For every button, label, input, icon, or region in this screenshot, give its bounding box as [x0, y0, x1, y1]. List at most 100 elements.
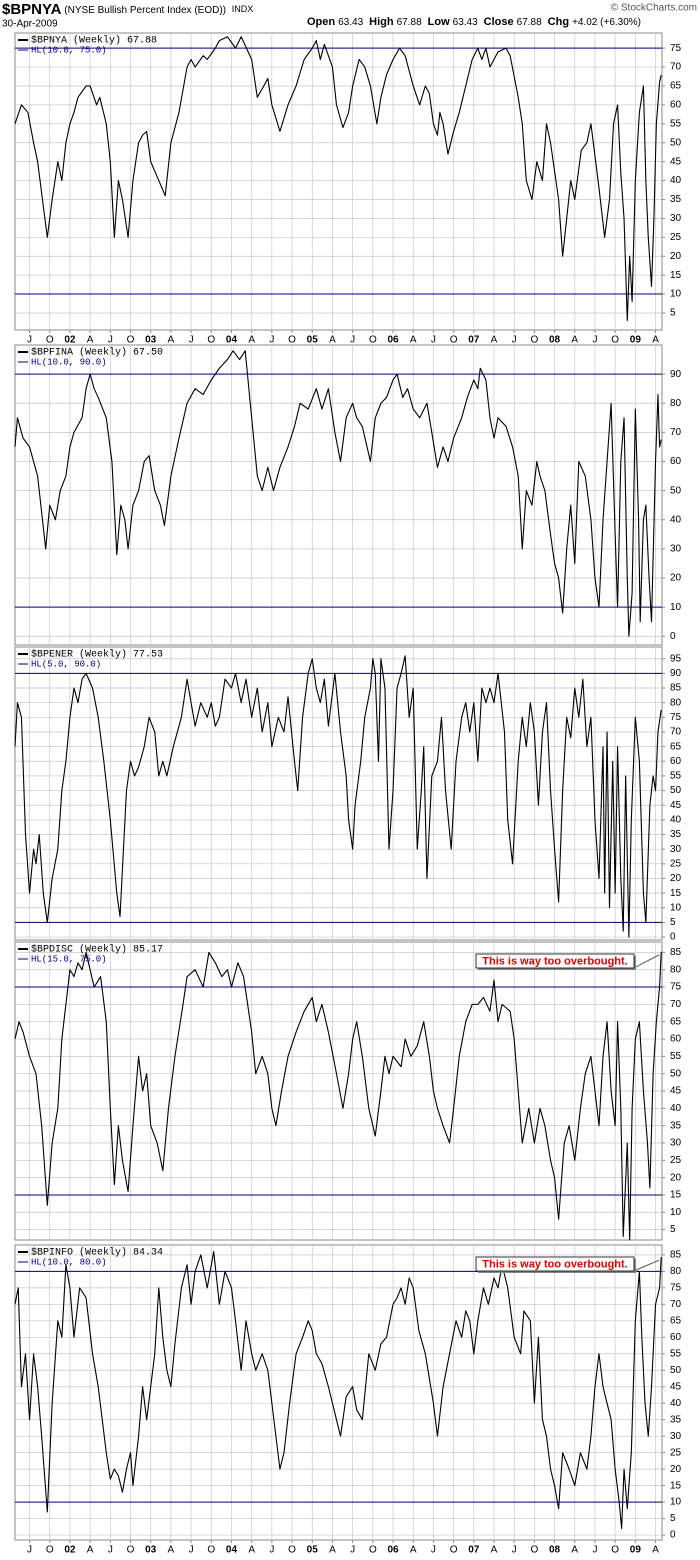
x-tick-label: A	[168, 335, 175, 346]
description: (NYSE Bullish Percent Index (EOD))	[64, 5, 226, 16]
y-tick-label: 15	[670, 270, 682, 281]
y-tick-label: 60	[670, 100, 682, 111]
quote-value: +4.02 (+6.30%)	[572, 17, 641, 28]
y-tick-label: 60	[670, 1332, 682, 1343]
y-tick-label: 70	[670, 427, 682, 438]
legend-label: HL(10.0, 75.0)	[31, 45, 107, 55]
annotation-box	[475, 953, 635, 969]
y-tick-label: 25	[670, 232, 682, 243]
y-tick-label: 5	[670, 1224, 676, 1235]
x-tick-label: A	[652, 1545, 659, 1556]
y-tick-label: 50	[670, 137, 682, 148]
y-tick-label: 55	[670, 118, 682, 129]
x-tick-label: O	[369, 1545, 377, 1556]
x-tick-label: J	[27, 1545, 32, 1556]
y-tick-label: 65	[670, 1016, 682, 1027]
x-tick-label: 02	[64, 1545, 76, 1556]
y-tick-label: 60	[670, 456, 682, 467]
y-tick-label: 50	[670, 1365, 682, 1376]
x-tick-label: 04	[226, 335, 238, 346]
y-tick-label: 70	[670, 62, 682, 73]
x-tick-label: A	[248, 335, 255, 346]
y-tick-label: 80	[670, 398, 682, 409]
y-tick-label: 25	[670, 1447, 682, 1458]
y-tick-label: 50	[670, 785, 682, 796]
exchange: INDX	[232, 4, 254, 14]
x-tick-label: A	[410, 1545, 417, 1556]
y-tick-label: 40	[670, 175, 682, 186]
annotation-text: This is way too overbought.	[482, 955, 627, 967]
x-tick-label: 03	[145, 335, 157, 346]
x-tick-label: O	[530, 335, 538, 346]
y-tick-label: 40	[670, 1398, 682, 1409]
y-tick-label: 30	[670, 1431, 682, 1442]
x-tick-label: 05	[307, 335, 319, 346]
y-tick-label: 90	[670, 369, 682, 380]
quote-label: High	[369, 16, 394, 28]
quote-value: 67.88	[517, 17, 542, 28]
quote-value: 67.88	[397, 17, 422, 28]
x-tick-label: J	[592, 1545, 597, 1556]
x-tick-label: O	[369, 335, 377, 346]
x-tick-label: J	[512, 1545, 517, 1556]
y-tick-label: 5	[670, 917, 676, 928]
y-tick-label: 35	[670, 829, 682, 840]
y-tick-label: 75	[670, 712, 682, 723]
x-tick-label: 07	[468, 335, 480, 346]
y-tick-label: 45	[670, 1381, 682, 1392]
x-tick-label: A	[410, 335, 417, 346]
y-tick-label: 20	[670, 1172, 682, 1183]
y-tick-label: 15	[670, 888, 682, 899]
date: 30-Apr-2009	[2, 19, 58, 30]
quote-label: Close	[484, 16, 514, 28]
y-tick-label: 30	[670, 844, 682, 855]
y-tick-label: 20	[670, 873, 682, 884]
y-tick-label: 40	[670, 514, 682, 525]
x-tick-label: J	[108, 1545, 113, 1556]
y-tick-label: 45	[670, 1086, 682, 1097]
y-tick-label: 70	[670, 727, 682, 738]
x-tick-label: J	[189, 335, 194, 346]
x-tick-label: J	[512, 335, 517, 346]
data-line	[14, 655, 662, 938]
quote: Open 63.43 High 67.88 Low 63.43 Close 67.88 Chg +…	[307, 16, 641, 28]
x-tick-label: O	[450, 335, 458, 346]
y-tick-label: 30	[670, 1138, 682, 1149]
y-tick-label: 65	[670, 81, 682, 92]
y-tick-label: 20	[670, 1464, 682, 1475]
x-tick-label: 09	[630, 1545, 642, 1556]
annotation-arrow	[633, 1259, 660, 1272]
y-tick-label: 35	[670, 194, 682, 205]
x-tick-label: 02	[64, 335, 76, 346]
x-tick-label: A	[491, 1545, 498, 1556]
x-tick-label: O	[611, 335, 619, 346]
y-tick-label: 85	[670, 947, 682, 958]
quote-label: Low	[428, 16, 450, 28]
y-tick-label: 35	[670, 1120, 682, 1131]
y-tick-label: 75	[670, 982, 682, 993]
x-tick-label: 09	[630, 335, 642, 346]
panel-title: $BPINFO (Weekly) 84.34	[31, 1247, 163, 1259]
y-tick-label: 40	[670, 815, 682, 826]
legend-label: HL(15.0, 75.0)	[31, 954, 107, 964]
x-tick-label: O	[46, 335, 54, 346]
y-tick-label: 85	[670, 1250, 682, 1261]
y-tick-label: 10	[670, 1207, 682, 1218]
y-tick-label: 10	[670, 902, 682, 913]
data-line	[14, 1251, 662, 1530]
x-tick-label: 03	[145, 1545, 157, 1556]
x-tick-label: O	[450, 1545, 458, 1556]
x-tick-label: 08	[549, 335, 561, 346]
y-tick-label: 60	[670, 1034, 682, 1045]
y-tick-label: 15	[670, 1480, 682, 1491]
x-tick-label: O	[127, 335, 135, 346]
x-tick-label: A	[329, 335, 336, 346]
panel-frame	[14, 32, 663, 331]
panel-title: $BPFINA (Weekly) 67.50	[31, 347, 163, 359]
y-tick-label: 50	[670, 1068, 682, 1079]
quote-value: 63.43	[338, 17, 363, 28]
y-tick-label: 0	[670, 932, 676, 943]
y-tick-label: 75	[670, 43, 682, 54]
y-tick-label: 80	[670, 1266, 682, 1277]
x-tick-label: 04	[226, 1545, 238, 1556]
